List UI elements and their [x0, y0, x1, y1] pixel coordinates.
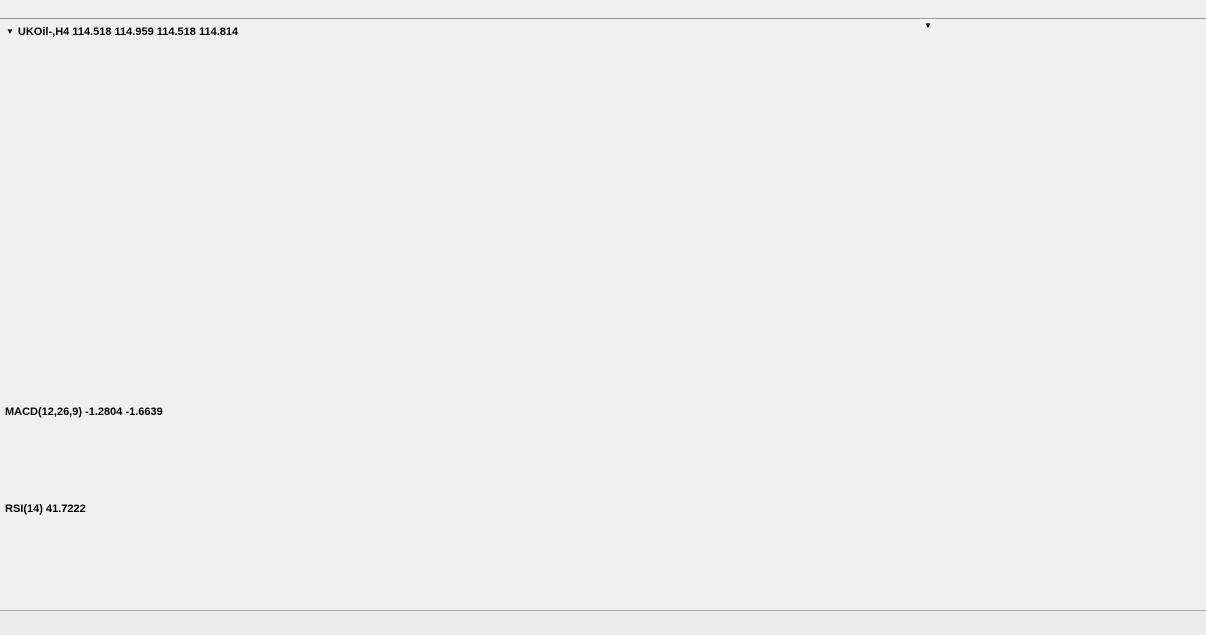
symbol-ohlc-bar[interactable]: ▼ UKOil-,H4 114.518 114.959 114.518 114.8… — [6, 26, 238, 38]
timeframe-toolbar — [0, 0, 1206, 19]
chart-tab-bar — [0, 610, 1206, 635]
chart-shift-marker-icon[interactable]: ▼ — [924, 21, 932, 30]
macd-indicator-label: MACD(12,26,9) -1.2804 -1.6639 — [5, 406, 163, 418]
symbol-ohlc-text: UKOil-,H4 114.518 114.959 114.518 114.81… — [17, 26, 239, 38]
symbol-dropdown-icon[interactable]: ▼ — [6, 27, 14, 36]
rsi-indicator-label: RSI(14) 41.7222 — [5, 503, 86, 515]
